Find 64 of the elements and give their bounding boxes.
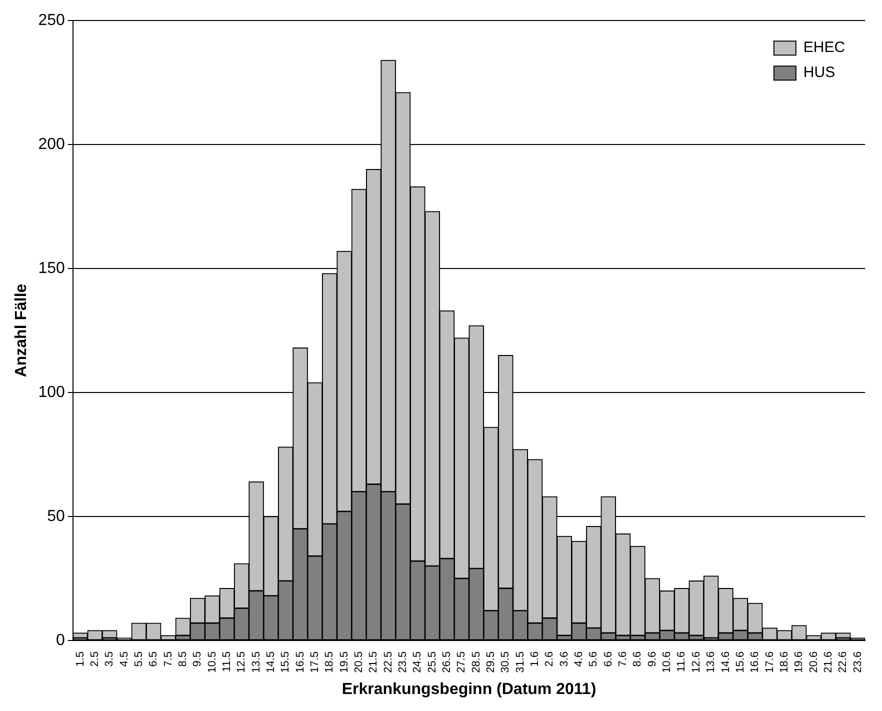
x-tick-label: 13.5 bbox=[250, 651, 262, 673]
x-tick-label: 22.5 bbox=[382, 651, 394, 673]
x-tick-label: 16.5 bbox=[294, 651, 306, 673]
x-tick-label: 19.5 bbox=[338, 651, 350, 673]
x-tick-label: 11.6 bbox=[676, 651, 688, 672]
x-tick-label: 15.6 bbox=[734, 651, 746, 673]
y-tick-label: 100 bbox=[38, 384, 65, 401]
x-tick-label: 23.5 bbox=[397, 651, 410, 673]
x-tick-label: 24.5 bbox=[412, 651, 424, 673]
y-tick-label: 200 bbox=[38, 136, 65, 153]
x-tick-label: 19.6 bbox=[793, 651, 806, 673]
x-tick-label: 15.5 bbox=[280, 651, 292, 673]
x-tick-label: 2.6 bbox=[544, 651, 556, 667]
y-tick-label: 250 bbox=[38, 12, 65, 30]
x-tick-label: 5.5 bbox=[132, 651, 145, 667]
y-tick-label: 150 bbox=[38, 260, 65, 277]
x-tick-label: 29.5 bbox=[485, 651, 498, 673]
x-tick-label: 11.5 bbox=[220, 651, 233, 672]
y-tick-label: 0 bbox=[56, 632, 65, 649]
x-tick-label: 10.5 bbox=[206, 651, 218, 673]
x-tick-label: 25.5 bbox=[426, 651, 438, 673]
x-tick-label: 22.6 bbox=[837, 651, 850, 673]
x-tick-label: 30.5 bbox=[500, 651, 512, 673]
x-tick-label: 3.6 bbox=[558, 651, 570, 667]
x-tick-label: 17.5 bbox=[308, 651, 321, 673]
x-tick-label: 18.6 bbox=[778, 651, 790, 673]
x-tick-label: 8.5 bbox=[176, 651, 189, 667]
x-tick-label: 10.6 bbox=[661, 651, 674, 673]
x-tick-label: 28.5 bbox=[470, 651, 482, 673]
x-tick-label: 14.5 bbox=[264, 651, 277, 673]
x-tick-label: 12.6 bbox=[690, 651, 702, 673]
x-tick-label: 16.6 bbox=[749, 651, 762, 673]
x-tick-label: 20.5 bbox=[353, 651, 365, 673]
x-tick-label: 7.5 bbox=[162, 651, 174, 667]
x-tick-label: 9.5 bbox=[192, 651, 204, 667]
y-tick-label: 50 bbox=[47, 508, 65, 525]
x-tick-label: 21.5 bbox=[368, 651, 380, 673]
x-tick-label: 18.5 bbox=[324, 651, 336, 673]
x-tick-label: 2.5 bbox=[88, 651, 101, 667]
x-tick-label: 6.6 bbox=[602, 651, 614, 667]
legend-label: HUS bbox=[803, 64, 836, 82]
x-tick-label: 12.5 bbox=[236, 651, 248, 673]
x-tick-label: 8.6 bbox=[632, 651, 644, 667]
x-tick-label: 26.5 bbox=[441, 651, 454, 673]
x-tick-label: 17.6 bbox=[764, 651, 776, 673]
y-axis-title: Anzahl Fälle bbox=[13, 284, 30, 378]
x-tick-label: 14.6 bbox=[720, 651, 732, 673]
legend-label: EHEC bbox=[803, 39, 846, 56]
x-tick-label: 23.6 bbox=[852, 651, 864, 673]
x-tick-label: 31.5 bbox=[514, 651, 526, 673]
x-tick-label: 3.5 bbox=[104, 651, 116, 667]
x-tick-label: 7.6 bbox=[617, 651, 630, 667]
x-axis-title: Erkrankungsbeginn (Datum 2011) bbox=[342, 680, 596, 698]
x-tick-label: 1.5 bbox=[74, 651, 86, 667]
x-tick-label: 20.6 bbox=[808, 651, 820, 673]
x-tick-label: 4.6 bbox=[573, 651, 586, 667]
x-tick-label: 21.6 bbox=[822, 651, 834, 673]
x-tick-label: 27.5 bbox=[456, 651, 468, 673]
x-tick-label: 6.5 bbox=[148, 651, 160, 667]
x-tick-label: 9.6 bbox=[646, 651, 658, 667]
x-tick-label: 4.5 bbox=[118, 651, 130, 667]
x-tick-label: 13.6 bbox=[705, 651, 718, 673]
x-tick-label: 5.6 bbox=[588, 651, 600, 667]
x-tick-label: 1.6 bbox=[529, 651, 542, 667]
